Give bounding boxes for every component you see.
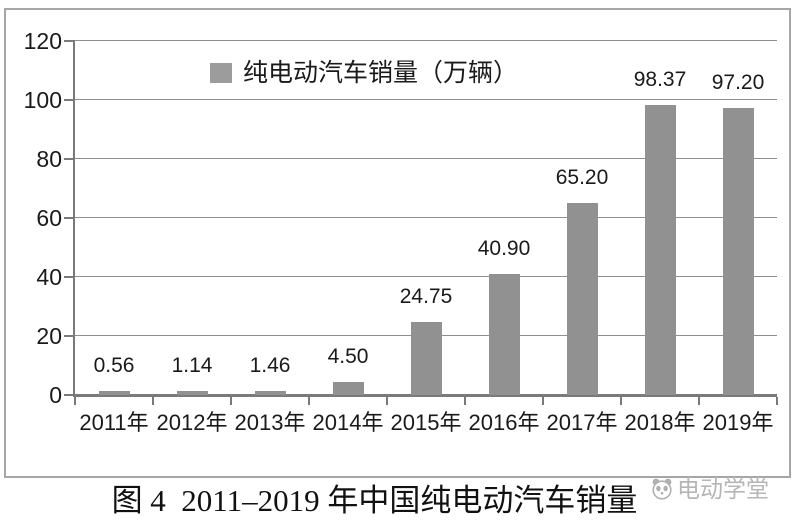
gridline — [75, 217, 777, 218]
y-axis-tick — [64, 99, 75, 101]
watermark: 电动学堂 — [650, 477, 769, 501]
bar — [723, 108, 754, 395]
bar — [333, 382, 364, 395]
bar-value-label: 4.50 — [327, 345, 369, 368]
chart-legend: 纯电动汽车销量（万辆） — [210, 60, 518, 86]
bar — [177, 391, 208, 395]
bar-value-label: 40.90 — [477, 237, 531, 260]
bar-value-label: 97.20 — [711, 71, 765, 94]
y-tick-label: 60 — [36, 205, 62, 231]
gridline — [75, 158, 777, 159]
x-axis-tick — [152, 397, 154, 405]
y-axis-tick — [64, 158, 75, 160]
x-tick-label: 2015年 — [390, 410, 462, 435]
x-tick-label: 2018年 — [624, 410, 696, 435]
y-tick-label: 80 — [36, 146, 62, 172]
bar — [567, 203, 598, 395]
x-axis-tick — [620, 397, 622, 405]
bar-value-label: 24.75 — [399, 285, 453, 308]
gridline — [75, 276, 777, 277]
x-axis-tick — [542, 397, 544, 405]
gridline — [75, 99, 777, 100]
x-tick-label: 2019年 — [702, 410, 774, 435]
bar-value-label: 0.56 — [93, 354, 135, 377]
x-axis-tick — [776, 397, 778, 405]
gridline — [75, 40, 777, 41]
figure-caption: 图 4 2011–2019 年中国纯电动汽车销量 — [111, 483, 638, 518]
x-axis-line — [73, 394, 777, 397]
bar-value-label: 1.14 — [171, 354, 213, 377]
x-tick-label: 2012年 — [156, 410, 228, 435]
watermark-label: 电动学堂 — [677, 476, 769, 502]
chart-frame: 纯电动汽车销量（万辆） 0 20 40 60 80 100 120 0.56 2011年 1.14… — [4, 8, 791, 478]
legend-swatch-icon — [210, 63, 232, 83]
y-axis-tick — [64, 335, 75, 337]
bar — [255, 391, 286, 395]
x-axis-tick — [230, 397, 232, 405]
bar — [489, 274, 520, 395]
bar-value-label: 98.37 — [633, 68, 687, 91]
x-axis-tick — [386, 397, 388, 405]
y-tick-label: 100 — [23, 87, 62, 113]
x-tick-label: 2011年 — [79, 410, 149, 435]
x-tick-label: 2014年 — [312, 410, 384, 435]
y-axis-tick — [64, 217, 75, 219]
bar-value-label: 1.46 — [249, 354, 291, 377]
x-tick-label: 2017年 — [546, 410, 618, 435]
bar — [411, 322, 442, 395]
y-tick-label: 0 — [49, 382, 62, 408]
bar-value-label: 65.20 — [555, 166, 609, 189]
x-axis-tick — [308, 397, 310, 405]
y-tick-label: 40 — [36, 264, 62, 290]
x-tick-label: 2013年 — [234, 410, 306, 435]
y-tick-label: 20 — [36, 323, 62, 349]
x-tick-label: 2016年 — [468, 410, 540, 435]
legend-label: 纯电动汽车销量（万辆） — [243, 59, 519, 87]
y-axis-tick — [64, 276, 75, 278]
y-tick-label: 120 — [23, 28, 62, 54]
x-axis-tick — [464, 397, 466, 405]
y-axis-tick — [64, 40, 75, 42]
x-axis-tick — [698, 397, 700, 405]
x-axis-tick — [74, 397, 76, 405]
y-axis-tick — [64, 394, 75, 396]
bar — [645, 105, 676, 395]
y-axis-line — [73, 41, 75, 397]
panda-logo-icon — [652, 478, 672, 500]
bar — [99, 391, 130, 395]
